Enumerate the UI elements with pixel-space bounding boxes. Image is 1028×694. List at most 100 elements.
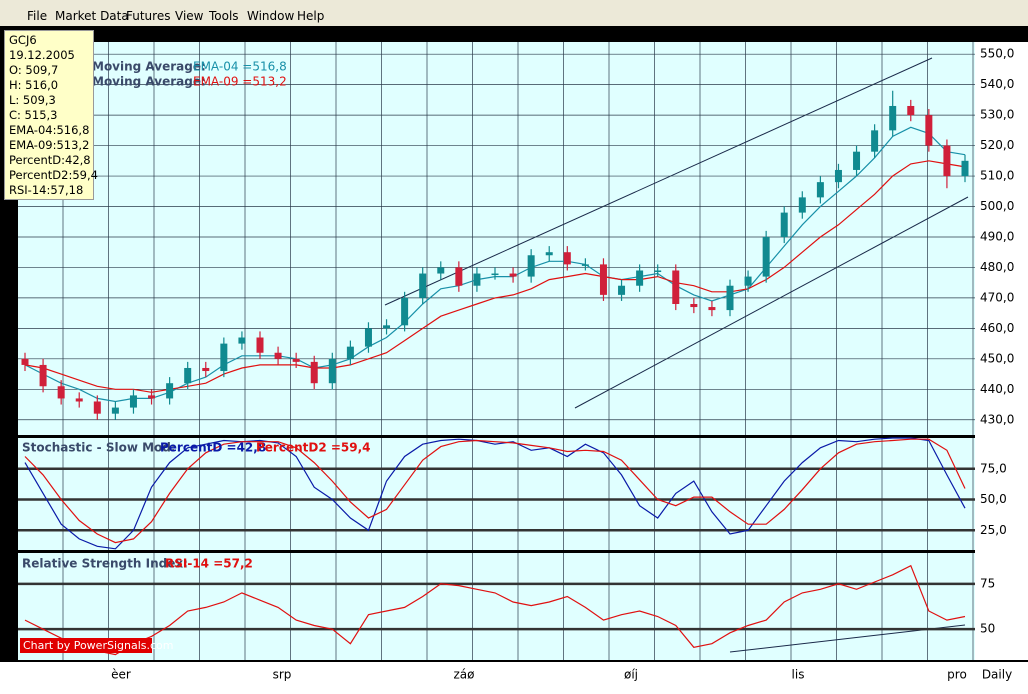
chart-area: 430,0 440,0 450,0 460,0 470,0 480,0 490,0 500,0… [0,26,1028,694]
badge-bg [20,638,152,653]
menu-bar: File Market Data Futures View Tools Wind… [0,0,1028,26]
candle-body [57,386,65,399]
candle-body [148,395,156,399]
candle-body [39,364,47,387]
candle-body [816,182,824,198]
candle-body [618,285,626,295]
y-tick-label: 470,0 [980,290,1014,304]
trend-line [384,57,933,306]
candle-body [401,297,409,326]
candle-body [256,337,264,353]
candle-body [346,346,354,359]
panel-title: Stochastic - Slow Mod: [22,441,176,455]
price-panel [18,42,975,435]
x-tick-label: srp [273,668,292,682]
menu-item[interactable]: Futures [126,9,171,23]
indicator-line [24,438,966,544]
candle-body [93,401,101,414]
candle-body [853,151,861,170]
candle-body [708,307,716,311]
info-line: O: 509,7 [9,63,59,77]
y-tick-label: 510,0 [980,169,1014,183]
candle-body [545,252,553,256]
y-tick-label: 50,0 [980,492,1007,506]
menu-item[interactable]: Help [297,9,325,23]
candle-body [328,358,336,384]
info-line: RSI-14:57,18 [9,183,84,197]
candle-body [129,395,137,408]
info-box: GCJ6 19.12.2005 O: 509,7 H: 516,0 L: 509,3 C:… [4,30,98,200]
candle-body [943,145,951,177]
candle-body [762,236,770,277]
legend-entry: RSI-14 =57,2 [165,557,253,571]
candle-body [726,285,734,311]
candle-body [75,398,83,402]
candle-body [509,273,517,277]
menu-item[interactable]: File [27,9,48,23]
info-line: PercentD2:59,4 [9,168,98,182]
candle-body [925,115,933,146]
info-line: 19.12.2005 [9,48,75,62]
y-tick-label: 550,0 [980,47,1014,61]
y-tick-label: 480,0 [980,260,1014,274]
y-tick-label: 500,0 [980,199,1014,213]
y-tick-label: 450,0 [980,351,1014,365]
info-line: EMA-09:513,2 [9,138,90,152]
candle-body [871,130,879,152]
trend-line [574,196,969,409]
candle-body [473,273,481,286]
badge[interactable]: Chart by PowerSignals.com [23,639,173,652]
legend-entry: EMA-04 =516,8 [193,60,287,74]
y-tick-label: 440,0 [980,382,1014,396]
candle-body [111,407,119,414]
x-tick-label: lis [792,668,805,682]
y-tick-label: 540,0 [980,77,1014,91]
indicator-line [24,437,966,550]
candle-body [437,267,445,274]
y-tick-label: 530,0 [980,108,1014,122]
candle-body [202,367,210,372]
legend-entry: EMA-09 =513,2 [193,75,287,89]
candle-body [220,343,228,372]
candle-body [961,160,969,177]
y-tick-label: 75 [980,576,995,590]
candle-body [744,276,752,286]
info-line: L: 509,3 [9,93,56,107]
x-axis-strip [0,662,1028,694]
candle-body [21,358,29,365]
legend-entry: PercentD2 =59,4 [256,441,371,455]
menu-item[interactable]: Market Data [55,9,129,23]
legend-label: Moving Average: [92,60,206,74]
candle-body [654,270,662,272]
y-tick-label: 25,0 [980,523,1007,537]
candle-body [292,358,300,362]
candle-body [889,105,897,131]
menu-item[interactable]: Window [247,9,295,23]
info-line: GCJ6 [9,33,37,47]
candle-body [780,212,788,237]
menu-item[interactable]: Tools [209,9,239,23]
candle-body [907,105,915,116]
candle-body [274,352,282,359]
candle-body [491,273,499,276]
period-label: Daily [982,668,1012,682]
candle-body [581,264,589,266]
candle-body [690,304,698,308]
y-tick-label: 520,0 [980,138,1014,152]
candle-body [238,337,246,344]
x-tick-label: èer [111,668,131,682]
menu-item[interactable]: View [175,9,204,23]
candle-body [310,361,318,384]
panel-title: Relative Strength Index: [22,557,188,571]
candle-body [383,325,391,329]
candle-body [599,264,607,295]
info-line: C: 515,3 [9,108,58,122]
y-tick-label: 430,0 [980,412,1014,426]
info-line: H: 516,0 [9,78,59,92]
y-tick-label: 460,0 [980,321,1014,335]
info-line: EMA-04:516,8 [9,123,90,137]
info-line: PercentD:42,8 [9,153,91,167]
candle-body [364,328,372,347]
stochastic-panel [18,438,975,550]
